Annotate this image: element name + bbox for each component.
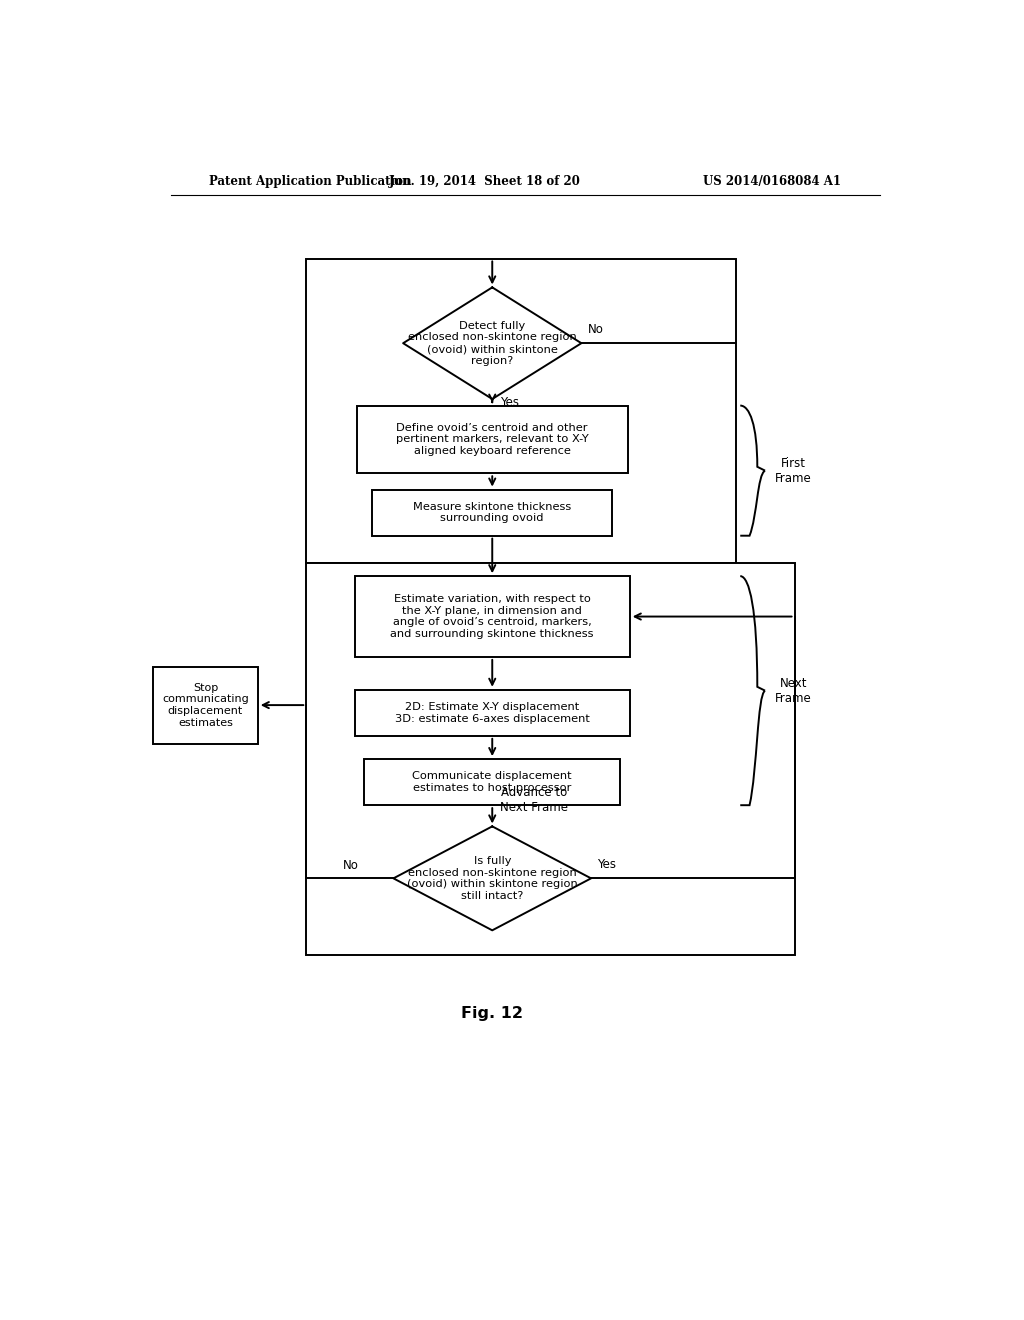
Text: Fig. 12: Fig. 12 — [461, 1006, 523, 1020]
Polygon shape — [403, 288, 582, 399]
Text: No: No — [588, 322, 603, 335]
Bar — [372, 490, 612, 536]
Text: US 2014/0168084 A1: US 2014/0168084 A1 — [703, 176, 841, 187]
Bar — [154, 667, 258, 743]
Bar — [306, 562, 795, 956]
Text: Yes: Yes — [500, 396, 519, 409]
Bar — [306, 259, 736, 562]
Text: Communicate displacement
estimates to host processor: Communicate displacement estimates to ho… — [413, 771, 572, 793]
Bar — [365, 759, 621, 805]
Text: Measure skintone thickness
surrounding ovoid: Measure skintone thickness surrounding o… — [413, 502, 571, 524]
Text: Yes: Yes — [597, 858, 616, 871]
Text: Jun. 19, 2014  Sheet 18 of 20: Jun. 19, 2014 Sheet 18 of 20 — [388, 176, 581, 187]
Text: Advance to
Next Frame: Advance to Next Frame — [500, 787, 568, 814]
Text: Next
Frame: Next Frame — [775, 677, 812, 705]
Bar — [354, 690, 630, 737]
Bar — [356, 405, 628, 474]
Text: 2D: Estimate X-Y displacement
3D: estimate 6-axes displacement: 2D: Estimate X-Y displacement 3D: estima… — [395, 702, 590, 723]
Text: Patent Application Publication: Patent Application Publication — [209, 176, 412, 187]
Text: First
Frame: First Frame — [775, 457, 812, 484]
Text: Define ovoid’s centroid and other
pertinent markers, relevant to X-Y
aligned key: Define ovoid’s centroid and other pertin… — [396, 422, 589, 455]
Text: No: No — [343, 859, 358, 873]
Text: Stop
communicating
displacement
estimates: Stop communicating displacement estimate… — [162, 682, 249, 727]
Bar — [354, 576, 630, 657]
Text: Estimate variation, with respect to
the X-Y plane, in dimension and
angle of ovo: Estimate variation, with respect to the … — [390, 594, 594, 639]
Polygon shape — [393, 826, 591, 931]
Text: Is fully
enclosed non-skintone region
(ovoid) within skintone region
still intac: Is fully enclosed non-skintone region (o… — [407, 855, 578, 900]
Text: Detect fully
enclosed non-skintone region
(ovoid) within skintone
region?: Detect fully enclosed non-skintone regio… — [408, 321, 577, 366]
